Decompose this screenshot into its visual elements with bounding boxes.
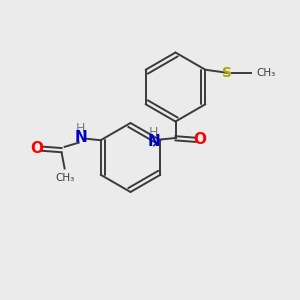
Text: H: H [76,122,85,135]
Text: O: O [31,141,44,156]
Text: N: N [148,134,160,148]
Text: CH₃: CH₃ [55,173,74,183]
Text: O: O [194,132,207,147]
Text: S: S [222,66,232,80]
Text: N: N [75,130,88,145]
Text: CH₃: CH₃ [256,68,275,78]
Text: H: H [148,126,158,139]
